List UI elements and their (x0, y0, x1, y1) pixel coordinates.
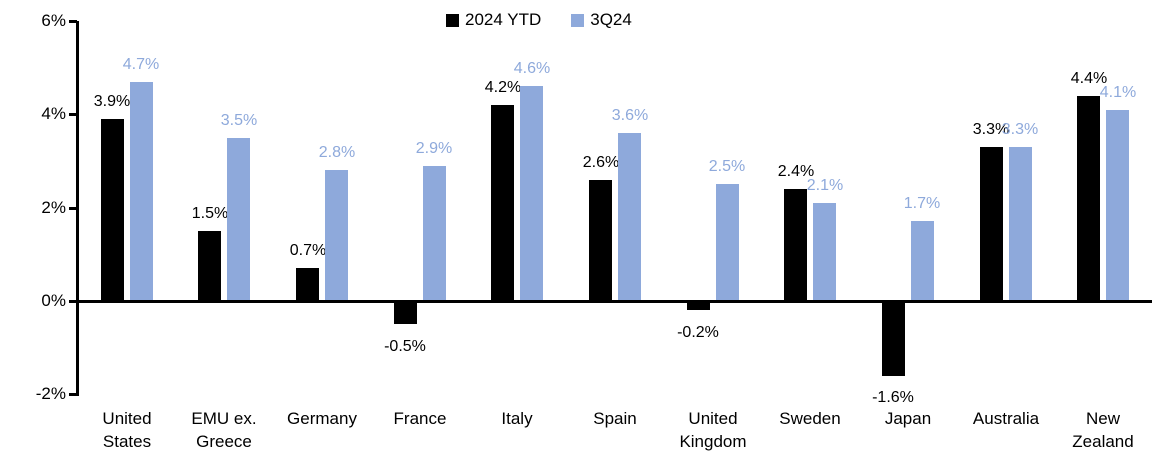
legend-item-3q24: 3Q24 (571, 10, 632, 30)
legend: 2024 YTD 3Q24 (446, 10, 632, 30)
bar-2024-ytd-new-zealand (1077, 96, 1100, 301)
bar-2024-ytd-italy (491, 105, 514, 301)
data-label-3q24-sweden: 2.1% (806, 177, 844, 194)
bar-2024-ytd-germany (296, 268, 319, 301)
bar-3q24-france (423, 166, 446, 301)
bar-3q24-sweden (813, 203, 836, 301)
bar-3q24-new-zealand (1106, 110, 1129, 301)
legend-label-2024-ytd: 2024 YTD (465, 10, 542, 29)
bar-3q24-italy (520, 86, 543, 300)
y-axis (76, 21, 79, 396)
legend-swatch-2024-ytd (446, 13, 459, 27)
data-label-3q24-australia: 3.3% (1001, 121, 1039, 138)
data-label-3q24-france: 2.9% (415, 140, 453, 157)
category-label-italy: Italy (501, 409, 533, 428)
data-label-2024-ytd-united-kingdom: -0.2% (677, 324, 719, 341)
bar-2024-ytd-emu-ex-greece (198, 231, 221, 301)
y-axis-tick (69, 20, 77, 23)
legend-label-3q24: 3Q24 (590, 10, 632, 29)
data-label-3q24-spain: 3.6% (611, 107, 649, 124)
y-axis-tick-label: 2% (41, 198, 66, 217)
data-label-2024-ytd-italy: 4.2% (484, 79, 522, 96)
bar-2024-ytd-united-states (101, 119, 124, 301)
data-label-2024-ytd-new-zealand: 4.4% (1070, 70, 1108, 87)
data-label-3q24-germany: 2.8% (318, 144, 356, 161)
category-label-france: France (393, 409, 447, 428)
bar-3q24-united-kingdom (716, 184, 739, 301)
bar-3q24-spain (618, 133, 641, 301)
data-label-2024-ytd-australia: 3.3% (972, 121, 1010, 138)
category-label-united-states: United States (102, 409, 152, 451)
data-label-2024-ytd-japan: -1.6% (872, 389, 914, 406)
y-axis-tick (69, 300, 77, 303)
y-axis-tick (69, 393, 77, 396)
y-axis-tick (69, 113, 77, 116)
data-label-2024-ytd-united-states: 3.9% (93, 93, 131, 110)
y-axis-tick-label: 6% (41, 11, 66, 30)
y-axis-tick-label: 4% (41, 104, 66, 123)
bar-2024-ytd-australia (980, 147, 1003, 301)
y-axis-tick-label: -2% (35, 384, 66, 403)
category-label-sweden: Sweden (779, 409, 841, 428)
bar-3q24-germany (325, 170, 348, 301)
data-label-3q24-italy: 4.6% (513, 60, 551, 77)
data-label-2024-ytd-germany: 0.7% (289, 242, 327, 259)
zero-axis-line (76, 300, 1152, 303)
y-axis-tick-label: 0% (41, 291, 66, 310)
data-label-2024-ytd-sweden: 2.4% (777, 163, 815, 180)
bar-3q24-united-states (130, 82, 153, 301)
data-label-3q24-united-kingdom: 2.5% (708, 158, 746, 175)
data-label-2024-ytd-spain: 2.6% (582, 154, 620, 171)
category-label-new-zealand: New Zealand (1072, 409, 1134, 451)
data-label-2024-ytd-france: -0.5% (384, 338, 426, 355)
category-label-japan: Japan (884, 409, 932, 428)
legend-item-2024-ytd: 2024 YTD (446, 10, 541, 30)
data-label-3q24-new-zealand: 4.1% (1099, 84, 1137, 101)
bar-2024-ytd-spain (589, 180, 612, 301)
data-label-3q24-emu-ex-greece: 3.5% (220, 112, 258, 129)
legend-swatch-3q24 (571, 13, 585, 27)
bar-3q24-australia (1009, 147, 1032, 301)
category-label-emu-ex-greece: EMU ex. Greece (191, 409, 257, 451)
bar-2024-ytd-france (394, 301, 417, 324)
data-label-3q24-japan: 1.7% (903, 195, 941, 212)
bar-2024-ytd-united-kingdom (687, 301, 710, 310)
category-label-germany: Germany (287, 409, 357, 428)
y-axis-tick (69, 207, 77, 210)
category-label-spain: Spain (593, 409, 637, 428)
bar-2024-ytd-japan (882, 301, 905, 376)
bar-3q24-emu-ex-greece (227, 138, 250, 301)
category-label-united-kingdom: United Kingdom (679, 409, 747, 451)
bar-3q24-japan (911, 221, 934, 300)
data-label-3q24-united-states: 4.7% (122, 56, 160, 73)
bar-2024-ytd-sweden (784, 189, 807, 301)
category-label-australia: Australia (972, 409, 1040, 428)
data-label-2024-ytd-emu-ex-greece: 1.5% (191, 205, 229, 222)
